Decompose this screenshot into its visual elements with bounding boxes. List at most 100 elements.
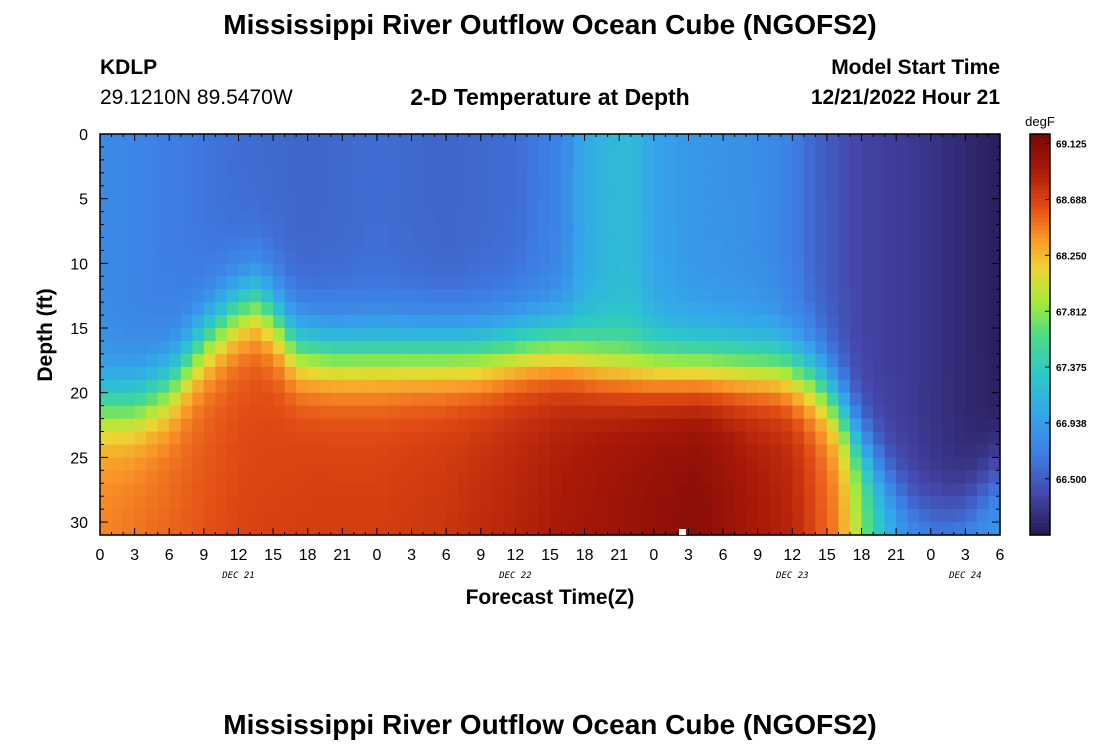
heatmap-cell: [423, 366, 436, 381]
heatmap-cell: [780, 263, 793, 277]
heatmap-cell: [434, 418, 447, 433]
heatmap-cell: [515, 353, 528, 368]
heatmap-cell: [457, 328, 470, 342]
heatmap-cell: [965, 198, 978, 213]
heatmap-cell: [538, 405, 551, 420]
heatmap-cell: [180, 483, 193, 497]
heatmap-cell: [826, 405, 840, 420]
heatmap-cell: [434, 198, 447, 213]
heatmap-cell: [965, 134, 978, 148]
heatmap-cell: [700, 392, 713, 407]
heatmap-cell: [134, 328, 147, 342]
heatmap-cell: [134, 457, 147, 471]
heatmap-cell: [469, 496, 482, 510]
heatmap-cell: [273, 146, 286, 161]
heatmap-cell: [573, 211, 586, 226]
heatmap-cell: [642, 159, 655, 174]
heatmap-cell: [988, 250, 1001, 264]
heatmap-cell: [330, 159, 343, 174]
heatmap-cell: [907, 457, 920, 471]
heatmap-cell: [792, 289, 805, 303]
y-tick-label: 15: [70, 321, 88, 338]
colorbar-swatch: [1030, 526, 1050, 532]
heatmap-cell: [388, 483, 401, 497]
heatmap-cell: [850, 340, 863, 355]
heatmap-cell: [169, 159, 182, 174]
heatmap-cell: [157, 340, 170, 355]
heatmap-cell: [676, 379, 690, 394]
heatmap-cell: [607, 276, 620, 290]
heatmap-cell: [792, 185, 805, 200]
colorbar-swatch: [1030, 298, 1050, 304]
heatmap-cell: [342, 444, 355, 458]
heatmap-cell: [411, 457, 424, 471]
heatmap-cell: [815, 198, 828, 213]
heatmap-cell: [192, 405, 205, 420]
heatmap-cell: [919, 315, 932, 329]
colorbar-swatch: [1030, 226, 1050, 231]
heatmap-cell: [192, 146, 205, 161]
heatmap-cell: [169, 198, 182, 213]
heatmap-cell: [838, 340, 851, 355]
heatmap-cell: [342, 392, 355, 407]
heatmap-cell: [203, 405, 216, 420]
heatmap-cell: [307, 366, 320, 381]
heatmap-cell: [988, 211, 1001, 226]
heatmap-cell: [942, 418, 955, 433]
heatmap-cell: [861, 353, 874, 368]
heatmap-cell: [215, 211, 228, 226]
heatmap-cell: [734, 379, 747, 394]
heatmap-cell: [192, 276, 205, 290]
heatmap-cell: [700, 340, 713, 355]
heatmap-cell: [146, 237, 159, 252]
heatmap-cell: [619, 159, 632, 174]
heatmap-cell: [146, 328, 159, 342]
heatmap-cell: [434, 457, 447, 471]
heatmap-cell: [238, 134, 251, 148]
heatmap-cell: [526, 185, 540, 200]
heatmap-cell: [192, 366, 205, 381]
heatmap-cell: [596, 134, 609, 148]
heatmap-cell: [700, 159, 713, 174]
heatmap-cell: [180, 146, 193, 161]
heatmap-cell: [723, 250, 736, 264]
heatmap-cell: [665, 340, 678, 355]
heatmap-cell: [653, 224, 666, 239]
heatmap-cell: [792, 444, 805, 458]
heatmap-cell: [907, 263, 920, 277]
heatmap-cell: [953, 340, 966, 355]
heatmap-cell: [492, 315, 505, 329]
heatmap-cell: [215, 172, 228, 187]
heatmap-cell: [192, 198, 205, 213]
heatmap-cell: [503, 185, 516, 200]
heatmap-cell: [838, 198, 851, 213]
heatmap-cell: [769, 483, 782, 497]
heatmap-cell: [457, 392, 470, 407]
heatmap-cell: [526, 263, 540, 277]
colorbar-swatch: [1030, 454, 1050, 460]
heatmap-cell: [769, 379, 782, 394]
heatmap-cell: [284, 522, 297, 536]
heatmap-cell: [815, 185, 828, 200]
heatmap-cell: [561, 496, 574, 510]
heatmap-cell: [607, 224, 620, 239]
heatmap-cell: [826, 328, 840, 342]
heatmap-cell: [123, 340, 136, 355]
heatmap-cell: [884, 276, 897, 290]
colorbar-swatch: [1030, 326, 1050, 332]
heatmap-cell: [215, 146, 228, 161]
heatmap-cell: [653, 444, 666, 458]
heatmap-cell: [573, 392, 586, 407]
heatmap-cell: [250, 470, 263, 484]
heatmap-cell: [550, 302, 563, 316]
heatmap-cell: [111, 328, 124, 342]
heatmap-cell: [515, 289, 528, 303]
heatmap-cell: [746, 522, 759, 536]
heatmap-cell: [123, 431, 136, 446]
heatmap-cell: [838, 237, 851, 252]
heatmap-cell: [757, 470, 770, 484]
heatmap-cell: [457, 483, 470, 497]
heatmap-cell: [515, 276, 528, 290]
heatmap-cell: [203, 146, 216, 161]
heatmap-cell: [734, 198, 747, 213]
